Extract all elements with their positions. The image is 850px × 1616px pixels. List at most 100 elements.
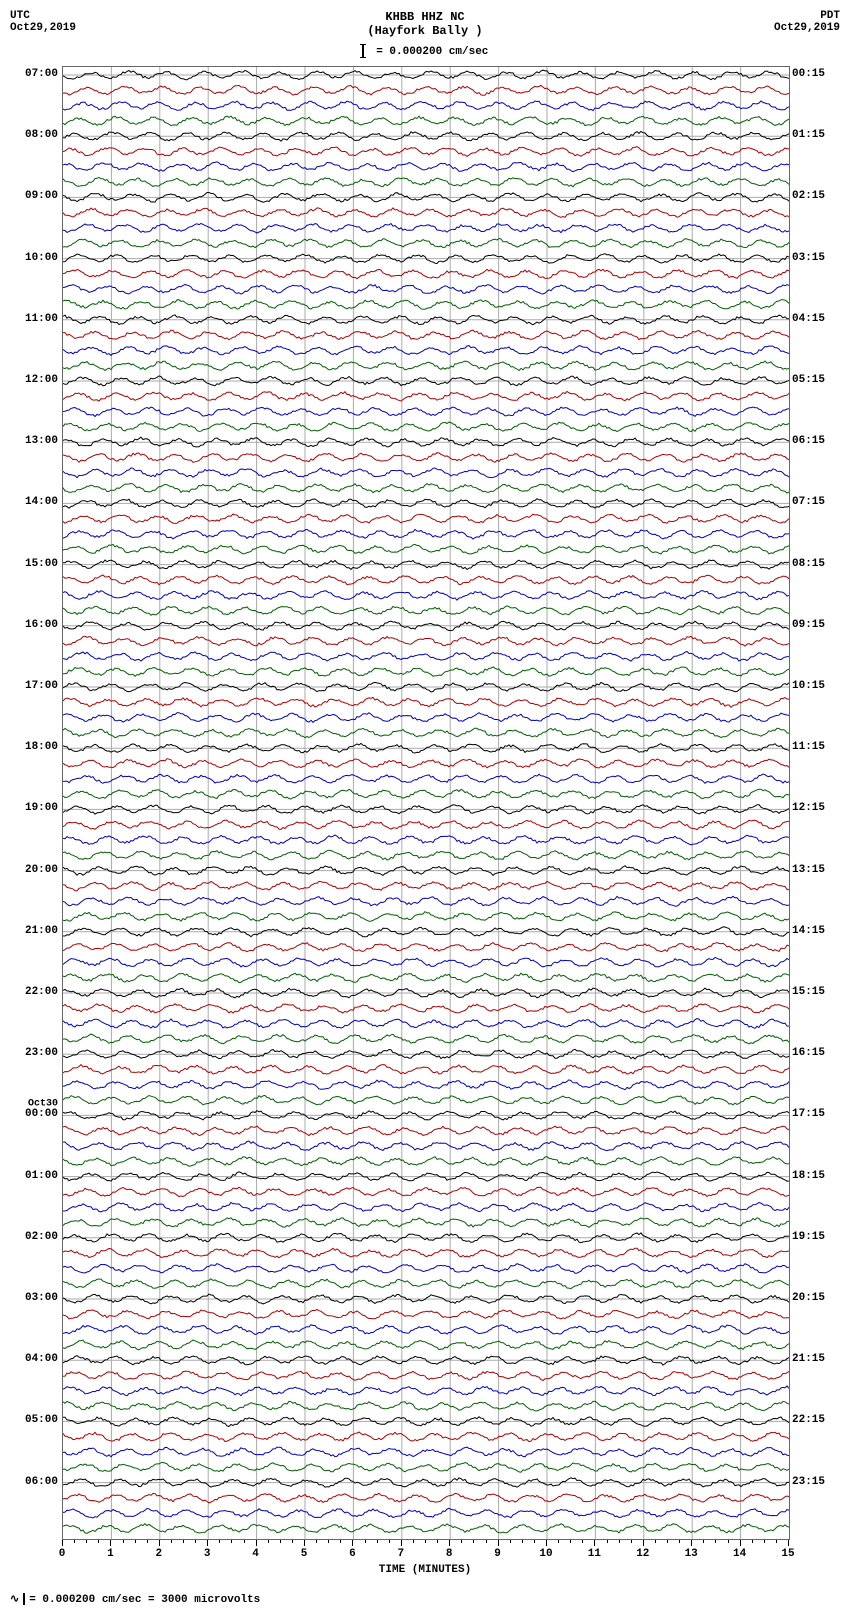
x-tick xyxy=(62,1540,63,1546)
seismogram-chart xyxy=(62,66,790,1540)
x-tick-label: 9 xyxy=(494,1548,501,1560)
seismic-trace xyxy=(63,422,789,432)
seismic-trace xyxy=(63,713,789,723)
seismic-trace xyxy=(63,1095,789,1105)
seismic-trace xyxy=(63,162,789,172)
x-tick xyxy=(570,1540,571,1543)
left-time-label: 21:00 xyxy=(25,925,58,937)
station-code: KHBB HHZ NC xyxy=(367,10,482,24)
footer-text: = 0.000200 cm/sec = 3000 microvolts xyxy=(29,1594,260,1606)
left-time-label: 18:00 xyxy=(25,741,58,753)
x-tick xyxy=(389,1540,390,1543)
header-center: KHBB HHZ NC (Hayfork Bally ) xyxy=(367,10,482,38)
right-time-label: 17:15 xyxy=(792,1108,825,1120)
seismic-trace xyxy=(63,484,789,494)
footer-bar-icon xyxy=(23,1593,25,1605)
left-time-label: 23:00 xyxy=(25,1047,58,1059)
x-tick xyxy=(195,1540,196,1543)
seismic-trace xyxy=(63,1401,789,1411)
seismic-trace xyxy=(63,575,789,585)
scale-text: = 0.000200 cm/sec xyxy=(376,46,488,58)
seismic-trace xyxy=(63,958,789,968)
right-timezone: PDT xyxy=(774,10,840,22)
x-tick xyxy=(546,1540,547,1546)
x-tick xyxy=(461,1540,462,1543)
seismic-trace xyxy=(63,1309,789,1319)
seismic-trace xyxy=(63,943,789,952)
x-tick xyxy=(244,1540,245,1543)
seismic-trace xyxy=(63,453,789,463)
x-tick-label: 7 xyxy=(397,1548,404,1560)
x-tick xyxy=(486,1540,487,1543)
seismic-trace xyxy=(63,881,789,891)
left-time-label: 06:00 xyxy=(25,1476,58,1488)
x-tick xyxy=(159,1540,160,1546)
seismic-trace xyxy=(63,636,789,646)
left-time-label: 22:00 xyxy=(25,986,58,998)
right-time-label: 09:15 xyxy=(792,619,825,631)
x-tick xyxy=(280,1540,281,1543)
x-tick xyxy=(619,1540,620,1543)
left-time-label: 08:00 xyxy=(25,129,58,141)
x-tick xyxy=(340,1540,341,1543)
left-time-label: 04:00 xyxy=(25,1353,58,1365)
x-tick xyxy=(764,1540,765,1543)
right-time-label: 12:15 xyxy=(792,802,825,814)
right-time-label: 00:15 xyxy=(792,68,825,80)
x-tick xyxy=(377,1540,378,1543)
x-tick xyxy=(183,1540,184,1543)
x-tick xyxy=(691,1540,692,1546)
right-time-label: 02:15 xyxy=(792,190,825,202)
seismic-trace xyxy=(63,1034,789,1044)
x-tick xyxy=(98,1540,99,1543)
right-time-label: 13:15 xyxy=(792,864,825,876)
seismic-trace xyxy=(63,896,789,906)
left-time-label: 10:00 xyxy=(25,252,58,264)
right-time-label: 10:15 xyxy=(792,680,825,692)
seismic-trace xyxy=(63,1080,789,1090)
x-tick xyxy=(74,1540,75,1543)
right-time-label: 20:15 xyxy=(792,1292,825,1304)
left-time-label: 14:00 xyxy=(25,496,58,508)
seismic-trace xyxy=(63,606,789,615)
x-tick xyxy=(643,1540,644,1546)
seismic-trace xyxy=(63,1340,789,1350)
x-tick xyxy=(740,1540,741,1546)
left-time-label: 13:00 xyxy=(25,435,58,447)
seismic-trace xyxy=(63,1004,789,1013)
seismic-trace xyxy=(63,789,789,799)
seismic-trace xyxy=(63,407,789,417)
seismic-trace xyxy=(63,652,789,662)
left-time-labels: 07:0008:0009:0010:0011:0012:0013:0014:00… xyxy=(10,66,60,1538)
seismic-trace xyxy=(63,1187,789,1196)
left-timezone: UTC xyxy=(10,10,76,22)
left-time-label: 01:00 xyxy=(25,1170,58,1182)
seismic-trace xyxy=(63,116,789,126)
x-tick xyxy=(135,1540,136,1543)
header: UTC Oct29,2019 KHBB HHZ NC (Hayfork Ball… xyxy=(10,10,840,40)
seismic-trace xyxy=(63,284,789,294)
seismic-trace xyxy=(63,1508,789,1518)
right-time-label: 23:15 xyxy=(792,1476,825,1488)
x-tick xyxy=(449,1540,450,1546)
seismic-trace xyxy=(63,1524,789,1534)
seismic-trace xyxy=(63,208,789,217)
x-tick-label: 1 xyxy=(107,1548,114,1560)
seismic-trace xyxy=(63,973,789,983)
left-time-label: 17:00 xyxy=(25,680,58,692)
x-tick xyxy=(292,1540,293,1543)
x-tick xyxy=(352,1540,353,1546)
seismic-trace xyxy=(63,239,789,248)
seismic-trace xyxy=(63,269,789,278)
x-tick xyxy=(788,1540,789,1546)
seismic-trace xyxy=(63,850,789,860)
seismic-trace xyxy=(63,468,789,478)
x-tick xyxy=(365,1540,366,1543)
left-time-label: 05:00 xyxy=(25,1414,58,1426)
seismic-trace xyxy=(63,85,789,95)
x-tick-label: 14 xyxy=(733,1548,746,1560)
x-tick xyxy=(328,1540,329,1543)
seismic-trace xyxy=(63,912,789,922)
x-tick xyxy=(425,1540,426,1543)
x-tick xyxy=(703,1540,704,1543)
